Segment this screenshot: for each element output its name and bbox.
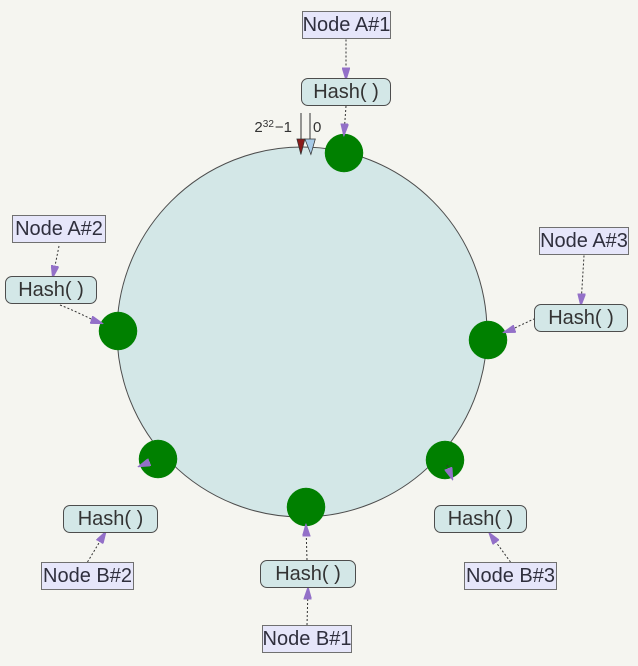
svg-text:0: 0	[313, 119, 321, 136]
